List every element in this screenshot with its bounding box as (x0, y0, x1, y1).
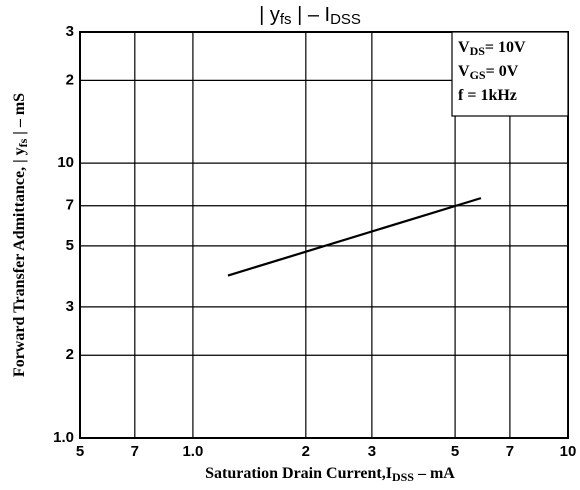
subscript: DSS (392, 470, 414, 484)
text-part: – mA (414, 465, 455, 482)
x-tick-label: 1.0 (182, 443, 203, 460)
text-part: f = 1kHz (458, 87, 517, 104)
x-tick-label: 3 (368, 443, 376, 460)
y-tick-label: 3 (66, 23, 74, 40)
line (227, 197, 482, 277)
y-axis-label: Forward Transfer Admittance, | yfs | – m… (11, 93, 30, 377)
subscript: DSS (330, 11, 361, 28)
x-tick-label: 10 (560, 443, 577, 460)
annotation: f = 1kHz (458, 87, 517, 104)
x-tick-label: 5 (76, 443, 84, 460)
text-part: = 10V (485, 39, 526, 56)
chart-title: | yfs | – IDSS (259, 4, 361, 28)
text-part: Saturation Drain Current,I (205, 465, 392, 482)
y-tick-label: 10 (57, 154, 74, 171)
text-part: V (458, 63, 470, 80)
text-part: V (458, 39, 470, 56)
text-part: | – I (292, 4, 331, 26)
y-tick-label: 1.0 (53, 429, 74, 446)
x-tick-label: 7 (506, 443, 514, 460)
text-part: | y (259, 4, 280, 26)
annotation-box (451, 31, 569, 117)
subscript: DS (470, 44, 486, 58)
y-tick-label: 5 (66, 237, 74, 254)
subscript: fs (16, 138, 30, 147)
x-axis-label: Saturation Drain Current,IDSS – mA (205, 465, 455, 484)
y-tick-label: 3 (66, 298, 74, 315)
text-part: = 0V (486, 63, 519, 80)
plot-frame (79, 31, 569, 439)
text-part: Forward Transfer Admittance, | y (11, 147, 28, 377)
x-tick-label: 2 (302, 443, 310, 460)
y-tick-label: 2 (66, 346, 74, 363)
annotation: VDS= 10V (458, 39, 526, 58)
y-tick-label: 7 (66, 197, 74, 214)
y-tick-label: 2 (66, 71, 74, 88)
annotation: VGS= 0V (458, 63, 519, 82)
text-part: | – mS (11, 93, 28, 139)
subscript: fs (280, 11, 292, 28)
x-tick-label: 5 (451, 443, 459, 460)
subscript: GS (470, 68, 486, 82)
x-tick-label: 7 (131, 443, 139, 460)
